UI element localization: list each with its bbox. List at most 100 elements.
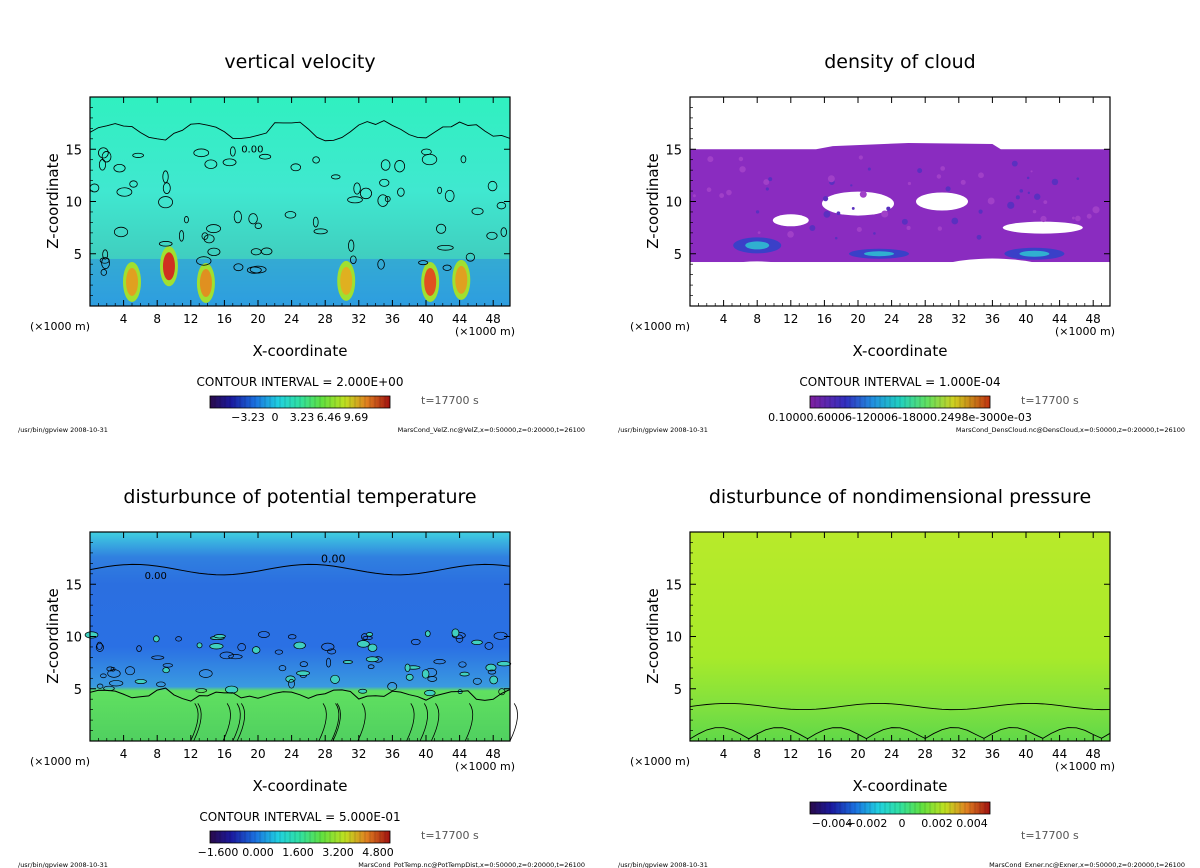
contour-loop	[158, 196, 173, 209]
x-tick-label: 20	[250, 312, 265, 326]
contour-loop	[106, 666, 114, 672]
cloud-speckle	[937, 226, 943, 231]
updraft-core-0	[126, 267, 138, 296]
clear-sky	[690, 262, 1110, 306]
footer-right: MarsCond_PotTemp.nc@PotTempDist,x=0:5000…	[358, 861, 585, 868]
cloud-speckle	[917, 168, 923, 174]
contour-loop	[471, 207, 484, 216]
cloud-speckle	[978, 209, 983, 214]
x-tick-label: 12	[783, 747, 798, 761]
contour-loop	[96, 641, 103, 650]
contour-loop	[162, 182, 171, 194]
cloud-speckle	[1034, 193, 1041, 200]
contour-loop	[201, 232, 209, 240]
updraft-core-3	[340, 266, 353, 295]
x-tick-label: 48	[1086, 312, 1101, 326]
contour-label: 0.00	[241, 144, 263, 155]
contour-loop	[109, 680, 124, 687]
contour-loop	[487, 180, 498, 192]
contour-plume	[190, 703, 199, 742]
contour-loop	[397, 187, 405, 197]
contour-plume	[193, 703, 202, 742]
contour-loop	[331, 174, 341, 180]
contour-loop	[421, 148, 432, 156]
cloud-speckle	[739, 166, 746, 173]
contour-loop	[444, 189, 455, 202]
cloud-speckle	[1086, 213, 1092, 219]
cloud-gap-3	[1002, 221, 1083, 234]
x-unit-left: (×1000 m)	[30, 320, 90, 333]
cloud-speckle	[901, 218, 908, 225]
cloud-speckle	[719, 193, 725, 198]
contour-loop	[100, 268, 108, 276]
cloud-speckle	[738, 156, 744, 162]
cloud-speckle	[1026, 176, 1030, 180]
colorbar-tick-label: 0.004	[956, 817, 988, 830]
y-tick-label: 15	[665, 143, 682, 158]
contour-loop	[353, 182, 361, 195]
contour-loop	[213, 634, 226, 639]
contour-loop	[377, 259, 385, 270]
colorbar-tick-label: 6.46	[317, 411, 342, 424]
x-unit-right: (×1000 m)	[455, 325, 515, 338]
cloud-speckle	[1019, 189, 1024, 193]
x-tick-label: 48	[486, 312, 501, 326]
contour-plume	[330, 703, 340, 742]
contour-loop	[424, 689, 436, 697]
contour-loop	[486, 231, 498, 240]
x-tick-label: 16	[817, 312, 832, 326]
cloud-speckle	[823, 210, 831, 218]
contour-loop	[484, 642, 494, 650]
cloud-speckle	[960, 179, 966, 185]
cloud-speckle	[692, 194, 696, 198]
colorbar-tick-label: 1.600	[282, 846, 314, 859]
cloud-speckle	[856, 226, 862, 233]
x-axis-label: X-coordinate	[253, 342, 348, 360]
contour-loop	[207, 247, 221, 257]
contour-loop	[359, 187, 373, 200]
x-tick-label: 4	[720, 747, 728, 761]
x-tick-label: 44	[452, 747, 467, 761]
field-band	[90, 258, 510, 306]
contour-loop	[460, 155, 467, 164]
cloud-speckle	[763, 179, 770, 186]
x-tick-label: 40	[418, 312, 433, 326]
colorbar-tick-label: 0.000	[242, 846, 274, 859]
contour-loop	[287, 634, 297, 640]
x-tick-label: 32	[951, 312, 966, 326]
x-tick-label: 20	[850, 747, 865, 761]
cloud-speckle	[809, 225, 816, 231]
contour-plume	[464, 703, 474, 742]
x-tick-label: 40	[1018, 747, 1033, 761]
x-tick-label: 12	[783, 312, 798, 326]
cloud-speckle	[1032, 209, 1037, 214]
contour-loop	[312, 156, 320, 164]
x-tick-label: 4	[120, 747, 128, 761]
y-tick-label: 10	[665, 196, 682, 211]
contour-loop	[156, 681, 166, 688]
cloud-gap-1	[916, 192, 968, 211]
contour-interval: CONTOUR INTERVAL = 1.000E-04	[799, 375, 1000, 389]
contour-loop	[107, 669, 121, 678]
x-tick-label: 44	[1052, 747, 1067, 761]
time-label: t=17700 s	[421, 829, 479, 842]
footer-left: /usr/bin/gpview 2008-10-31	[18, 861, 108, 868]
cloud-speckle	[881, 210, 889, 218]
cloud-speckle	[1015, 195, 1020, 200]
cloud-speckle	[1040, 215, 1047, 223]
contour-loop	[100, 673, 107, 679]
contour-loop	[183, 216, 189, 224]
cloud-speckle	[906, 225, 911, 230]
x-tick-label: 8	[753, 747, 761, 761]
contour-loop	[442, 264, 452, 271]
contour-loop	[101, 257, 110, 270]
contour-plume	[318, 703, 327, 742]
updraft-core-2	[199, 269, 212, 298]
x-tick-label: 12	[183, 312, 198, 326]
contour-loop	[433, 659, 446, 665]
cloud-gap-0	[822, 191, 894, 216]
cloud-speckle	[765, 187, 769, 191]
contour-loop	[228, 654, 243, 660]
